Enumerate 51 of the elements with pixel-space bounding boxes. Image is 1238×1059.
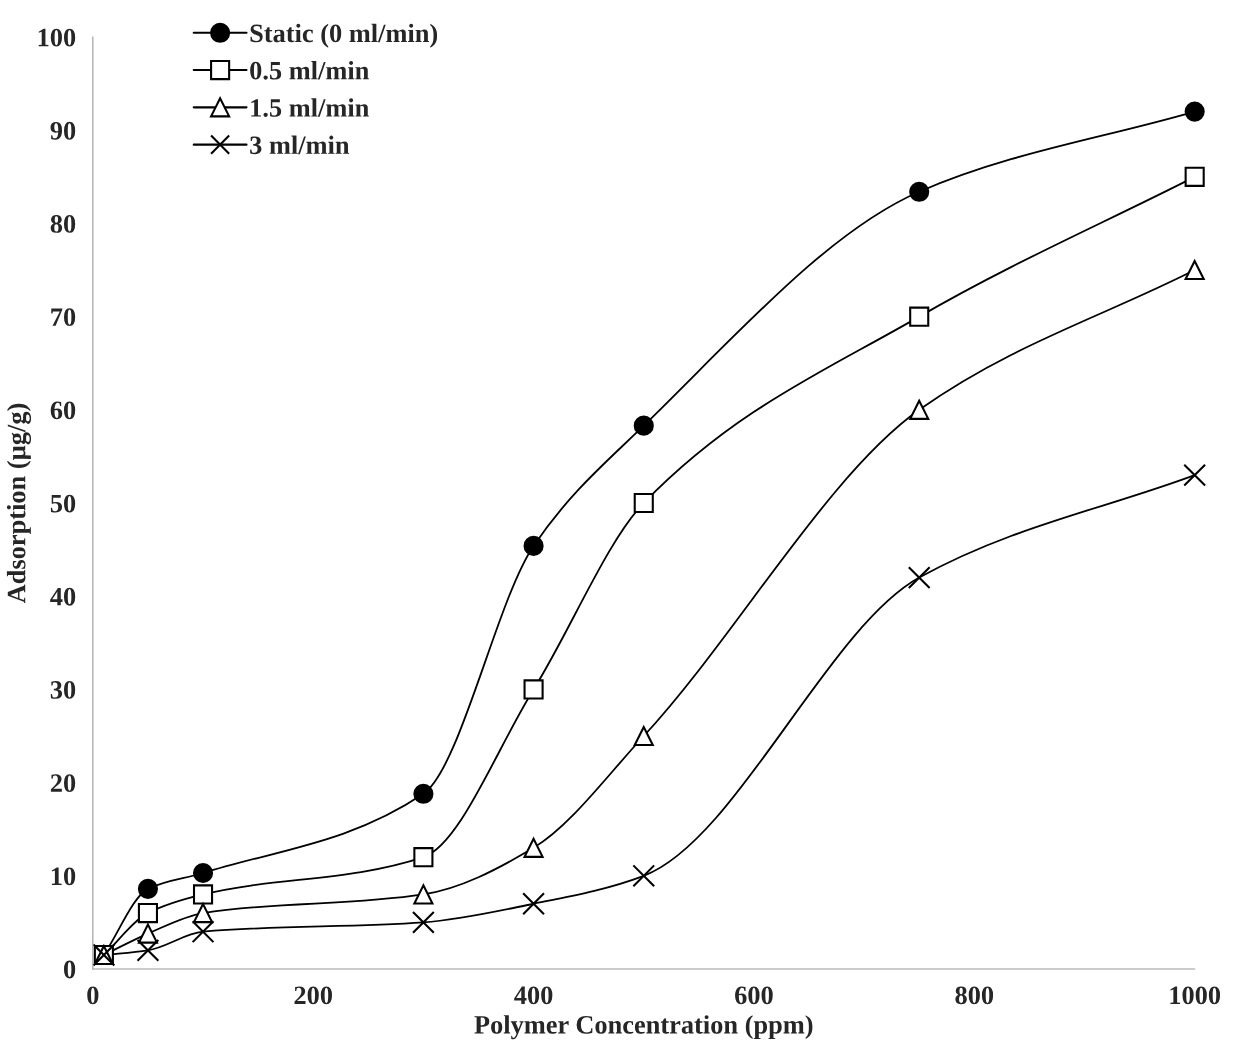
y-tick-label: 70	[51, 308, 76, 327]
legend-label: 3 ml/min	[250, 135, 350, 155]
point	[1183, 463, 1207, 487]
point	[1184, 259, 1205, 281]
x-axis-title: Polymer Concentration (ppm)	[474, 1015, 813, 1040]
x-tick-label: 0	[87, 986, 99, 1005]
y-tick-label: 0	[63, 960, 76, 979]
y-tick-label: 100	[38, 28, 76, 47]
y-tick-label: 90	[50, 121, 76, 140]
point	[523, 535, 544, 556]
point	[633, 725, 654, 747]
point	[909, 306, 930, 327]
point	[137, 903, 159, 924]
point	[192, 903, 214, 924]
x-tick-label: 200	[294, 986, 332, 1005]
point	[136, 938, 160, 962]
point	[907, 566, 931, 590]
point	[523, 679, 544, 700]
x-tick-label: 600	[735, 986, 773, 1005]
point	[523, 837, 544, 858]
x-tick-label: 1000	[1170, 986, 1221, 1005]
point	[909, 399, 930, 420]
y-tick-label: 20	[50, 774, 76, 793]
point	[909, 181, 930, 202]
y-tick-label: 80	[50, 215, 76, 233]
point	[633, 415, 654, 436]
x-tick-label: 400	[514, 986, 553, 1005]
legend-label: Static (0 ml/min)	[250, 23, 438, 48]
point	[137, 923, 159, 944]
point	[413, 847, 434, 868]
y-tick-label: 60	[50, 401, 76, 420]
point	[192, 862, 214, 884]
point	[1184, 166, 1205, 187]
point	[633, 492, 654, 514]
point	[411, 910, 435, 934]
y-tick-label: 40	[50, 587, 76, 606]
y-axis-title: Adsorption (µg/g)	[6, 403, 32, 604]
point	[413, 783, 434, 804]
point	[632, 864, 656, 888]
y-tick-label: 10	[51, 867, 76, 886]
y-tick-label: 30	[50, 681, 76, 699]
x-tick-label: 800	[955, 986, 994, 1005]
point	[1184, 101, 1205, 122]
point	[191, 920, 215, 944]
point	[413, 884, 434, 905]
legend-label: 1.5 ml/min	[251, 98, 369, 117]
point	[137, 878, 159, 899]
point	[192, 884, 214, 905]
point	[522, 892, 546, 916]
legend-label: 0.5 ml/min	[250, 60, 369, 80]
y-tick-label: 50	[50, 494, 76, 513]
